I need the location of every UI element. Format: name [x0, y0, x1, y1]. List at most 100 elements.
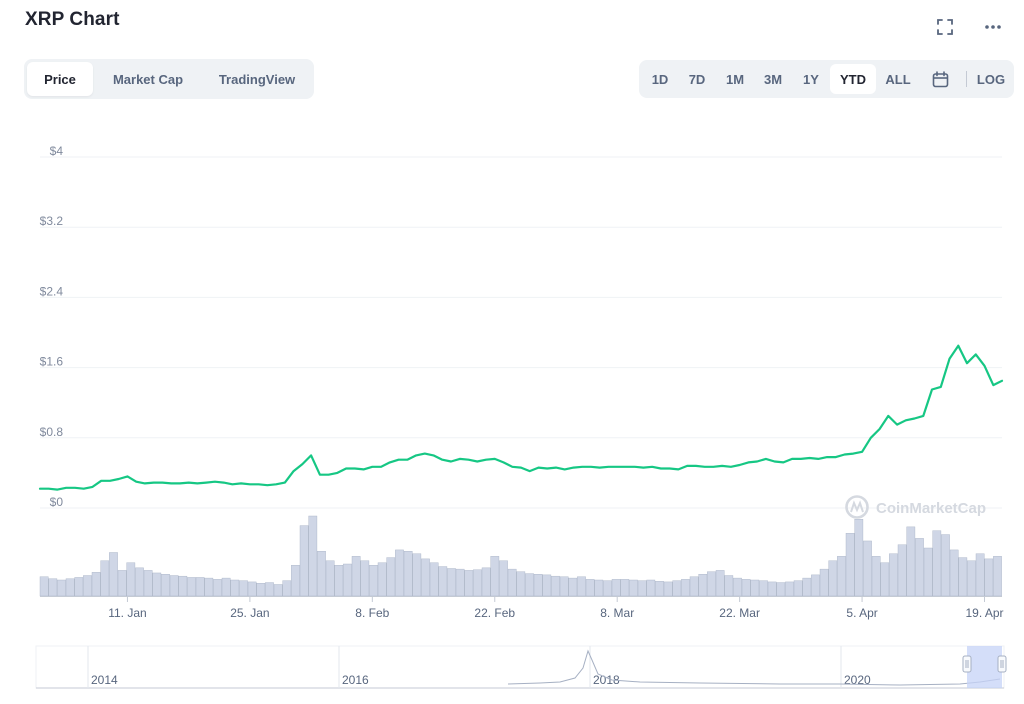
volume-bar — [109, 552, 118, 597]
volume-bar — [889, 553, 898, 597]
range-1m[interactable]: 1M — [725, 71, 745, 87]
volume-bar — [923, 547, 933, 597]
volume-bar — [221, 577, 231, 597]
x-tick-label: 8. Mar — [600, 606, 634, 620]
volume-bar — [369, 565, 378, 597]
volume-bar — [473, 569, 482, 597]
y-tick-label: $0.8 — [40, 425, 64, 439]
volume-bar — [83, 575, 92, 597]
volume-bar — [715, 570, 725, 597]
y-tick-label: $4 — [50, 144, 64, 158]
volume-bar — [343, 563, 352, 597]
volume-bar — [204, 577, 214, 597]
volume-bar — [594, 579, 604, 597]
navigator-history-line — [507, 649, 1001, 686]
range-1y[interactable]: 1Y — [803, 71, 819, 87]
volume-bar — [629, 579, 638, 597]
coinmarketcap-logo-icon — [845, 495, 869, 519]
y-tick-label: $1.6 — [40, 355, 64, 369]
tab-price[interactable]: Price — [27, 62, 93, 96]
navigator-label: 2014 — [91, 673, 118, 687]
volume-bar — [585, 579, 595, 597]
volume-bar — [91, 572, 101, 597]
range-1d[interactable]: 1D — [651, 71, 669, 87]
navigator-label: 2018 — [593, 673, 620, 687]
volume-bar — [828, 560, 838, 597]
volume-bar — [646, 579, 656, 597]
volume-bar — [74, 577, 84, 597]
volume-bar — [351, 556, 361, 597]
volume-bar — [802, 577, 812, 597]
volume-bar — [282, 580, 292, 597]
chart-grid — [40, 156, 1002, 509]
volume-bar — [837, 556, 846, 597]
range-ytd[interactable]: YTD — [830, 64, 876, 94]
volume-bar — [317, 551, 326, 597]
volume-bar — [65, 578, 75, 597]
volume-bar — [507, 568, 517, 597]
calendar-icon[interactable] — [920, 64, 960, 94]
volume-bar — [698, 574, 708, 597]
volume-bar — [603, 580, 612, 597]
fullscreen-icon[interactable] — [934, 16, 956, 38]
more-icon[interactable] — [982, 16, 1004, 38]
volume-bar — [906, 526, 916, 597]
volume-bar — [819, 568, 829, 597]
range-7d[interactable]: 7D — [688, 71, 706, 87]
volume-bar — [993, 556, 1002, 597]
chart-type-tabs: Price Market Cap TradingView — [24, 59, 314, 99]
x-tick-label: 8. Feb — [355, 606, 389, 620]
navigator-frame — [35, 645, 1005, 689]
x-tick-label: 11. Jan — [108, 606, 146, 620]
volume-bar — [941, 534, 950, 597]
x-axis: 11. Jan 25. Jan 8. Feb 22. Feb 8. Mar 22. Mar… — [40, 596, 1004, 620]
volume-bar — [273, 584, 283, 597]
volume-bar — [672, 580, 682, 597]
volume-bar — [325, 560, 335, 597]
volume-bar — [871, 556, 881, 597]
volume-bar — [516, 571, 526, 597]
volume-bar — [689, 576, 699, 597]
volume-bar — [412, 553, 422, 597]
volume-bar — [239, 580, 248, 597]
volume-bar — [681, 579, 690, 597]
volume-bar — [126, 562, 136, 597]
volume-bar — [958, 557, 968, 597]
volume-bar — [767, 581, 777, 597]
volume-bar — [897, 544, 907, 597]
x-tick-label: 19. Apr — [965, 606, 1003, 620]
range-all[interactable]: ALL — [885, 71, 911, 87]
price-line — [38, 344, 1004, 491]
navigator-handle-right[interactable] — [997, 655, 1007, 673]
volume-bar — [724, 575, 734, 597]
range-3m[interactable]: 3M — [763, 71, 783, 87]
price-series-line — [38, 344, 1004, 491]
volume-bar — [143, 570, 153, 597]
watermark: CoinMarketCap — [845, 495, 986, 519]
navigator: 2014 2016 2018 2020 — [35, 645, 1007, 689]
volume-bar — [230, 579, 240, 597]
y-tick-label: $3.2 — [40, 214, 64, 228]
volume-bar — [490, 556, 500, 597]
volume-bar — [100, 560, 110, 597]
log-scale-toggle[interactable]: LOG — [976, 71, 1006, 87]
volume-bar — [178, 575, 188, 597]
tab-tradingview[interactable]: TradingView — [218, 71, 296, 87]
time-range-selector: 1D 7D 1M 3M 1Y YTD ALL LOG — [639, 60, 1014, 98]
volume-bar — [793, 580, 803, 597]
volume-bar — [265, 582, 274, 597]
volume-bar — [291, 565, 300, 597]
x-tick-label: 25. Jan — [230, 606, 269, 620]
volume-bar — [256, 583, 266, 597]
volume-bar — [637, 580, 647, 597]
tab-market-cap[interactable]: Market Cap — [112, 71, 184, 87]
navigator-handle-left[interactable] — [962, 655, 972, 673]
volume-bar — [568, 577, 578, 597]
volume-bar — [655, 581, 664, 597]
volume-bar — [481, 567, 491, 597]
volume-bar — [152, 572, 162, 597]
volume-bar — [759, 580, 768, 597]
volume-bar — [542, 574, 552, 597]
volume-bar — [135, 567, 144, 597]
